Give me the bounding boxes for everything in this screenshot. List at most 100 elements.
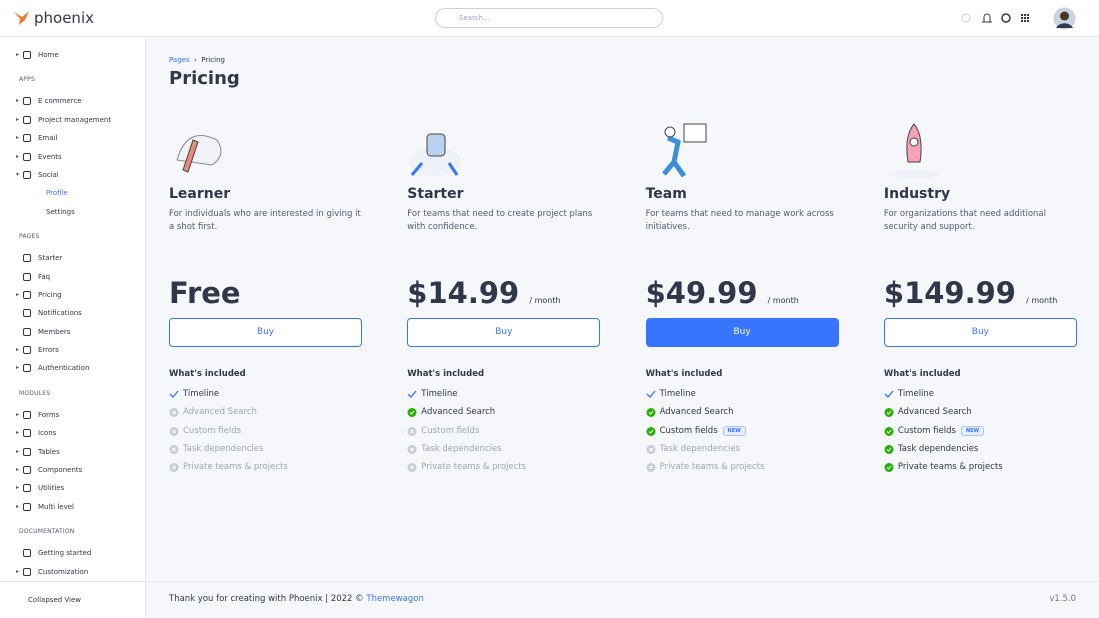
feature-text: Advanced Search [183, 407, 257, 418]
search-input[interactable]: Search... [435, 8, 663, 28]
price: $149.99 [883, 276, 1016, 310]
nav-item[interactable]: ▸ Pricing [0, 286, 145, 304]
nav-item[interactable]: ▸ Authentication [0, 359, 145, 377]
plan-card: Starter For teams that need to create pro… [407, 120, 601, 480]
included-title: What's included [407, 369, 485, 379]
plan-price: $14.99 / month [407, 276, 600, 316]
nav-item[interactable]: ▸ Utilities [0, 479, 145, 497]
plan-description: For teams that need to create project pl… [407, 209, 593, 232]
nav-item[interactable]: ▸ Multi level [0, 498, 145, 516]
footer-link[interactable]: Themewagon [366, 594, 424, 604]
nav-label: Profile [46, 189, 68, 198]
caret: ▸ [16, 466, 20, 474]
nav-item[interactable]: ▸ Project management [0, 111, 145, 129]
nav-icon [23, 567, 31, 576]
caret: ▸ [16, 502, 20, 510]
nav-item[interactable]: Settings [0, 203, 145, 221]
nav-item[interactable]: Members [0, 323, 145, 341]
nav-label: Notifications [38, 309, 82, 318]
nav-item[interactable]: Getting started [0, 544, 145, 562]
nav-label: Multi level [38, 502, 74, 511]
nav-item[interactable]: ▸ E commerce [0, 92, 145, 110]
nav-item[interactable]: ▸ Customization [0, 563, 145, 581]
top-icons[interactable] [960, 11, 1080, 31]
nav-icon [23, 115, 31, 124]
nav-label: Settings [46, 207, 75, 216]
breadcrumb-link[interactable]: Pages [169, 56, 190, 64]
feature-icon [884, 444, 894, 454]
search-placeholder: Search... [459, 14, 490, 22]
footer-text: Thank you for creating with Phoenix | 20… [169, 594, 364, 604]
price-period: / month [1026, 296, 1058, 305]
feature: Timeline [884, 389, 1077, 407]
feature-text: Task dependencies [421, 443, 502, 454]
nav-item[interactable]: ▸ Errors [0, 341, 145, 359]
nav-item[interactable]: ▸ Email [0, 129, 145, 147]
illustration-art [661, 123, 707, 178]
feature-icon [169, 390, 179, 398]
caret: ▸ [16, 484, 20, 492]
feature-icon [646, 463, 656, 473]
illustration [169, 120, 362, 180]
nav-label: Social [38, 170, 59, 179]
caret: ▸ [16, 51, 20, 58]
nav-label: Authentication [38, 364, 90, 373]
nav-icon [23, 466, 31, 475]
buy-button[interactable]: Buy [169, 318, 362, 347]
feature: Custom fields NEW [884, 425, 1077, 444]
nav-item[interactable]: ▾ Social [0, 166, 145, 184]
plan-card: Team For teams that need to manage work a… [645, 120, 839, 480]
nav-icon [23, 272, 31, 281]
nav-item[interactable]: Notifications [0, 304, 145, 322]
nav-item[interactable]: ▸ Forms [0, 406, 145, 424]
nav-label: Project management [38, 115, 112, 124]
feature-text: Task dependencies [659, 443, 740, 454]
feature: Private teams & projects [884, 462, 1077, 480]
price: $49.99 [645, 276, 758, 310]
nav-item[interactable]: ▸ Events [0, 148, 145, 166]
nav-item[interactable]: ▸ Components [0, 461, 145, 479]
caret: ▸ [16, 429, 20, 437]
plan-card: Industry For organizations that need addi… [883, 120, 1077, 480]
breadcrumb-current: Pricing [201, 56, 225, 64]
feature-icon [646, 426, 656, 436]
nav-icon [23, 484, 31, 493]
nav-label: Errors [38, 346, 59, 355]
feature-icon [646, 408, 656, 418]
plan-description: For organizations that need additional s… [883, 209, 1046, 232]
feature-text: Custom fields [897, 425, 956, 436]
nav-item[interactable]: ▸ Tables [0, 443, 145, 461]
nav-item[interactable]: Starter [0, 249, 145, 267]
feature: Timeline [407, 389, 600, 407]
price: Free [169, 276, 241, 310]
feature: Private teams & projects [169, 462, 362, 480]
feature-icon [169, 463, 179, 473]
buy-button[interactable]: Buy [407, 318, 601, 347]
nav-item[interactable]: Profile [0, 184, 145, 202]
nav-item[interactable]: ▸ Home [0, 46, 145, 64]
included-title: What's included [169, 369, 246, 379]
plan-description: For individuals who are interested in gi… [169, 209, 361, 232]
brand[interactable]: phoenix [34, 9, 94, 27]
avatar[interactable] [1053, 7, 1076, 30]
nav-icon [23, 290, 31, 299]
buy-button[interactable]: Buy [645, 318, 839, 347]
buy-button[interactable]: Buy [883, 318, 1077, 347]
footer: Thank you for creating with Phoenix | 20… [146, 581, 1099, 618]
feature-text: Private teams & projects [659, 462, 765, 473]
nav-label: Getting started [38, 549, 92, 558]
nav-item[interactable]: ▸ Icons [0, 424, 145, 442]
sidebar: ▸ Home APPS ▸ E commerce ▸ Project management ▸… [0, 37, 146, 618]
feature: Private teams & projects [646, 462, 839, 480]
nav-label: Faq [38, 272, 51, 281]
price-period: / month [767, 296, 799, 305]
plan-price: Free [169, 276, 362, 316]
collapse-button[interactable]: Collapsed View [0, 581, 145, 618]
plan-description: For teams that need to manage work acros… [645, 209, 834, 232]
illustration-art [409, 133, 462, 176]
feature: Custom fields [169, 426, 362, 444]
nav-icon [23, 170, 31, 179]
feature-icon [169, 408, 179, 418]
badge: NEW [960, 425, 985, 436]
nav-item[interactable]: Faq [0, 268, 145, 286]
